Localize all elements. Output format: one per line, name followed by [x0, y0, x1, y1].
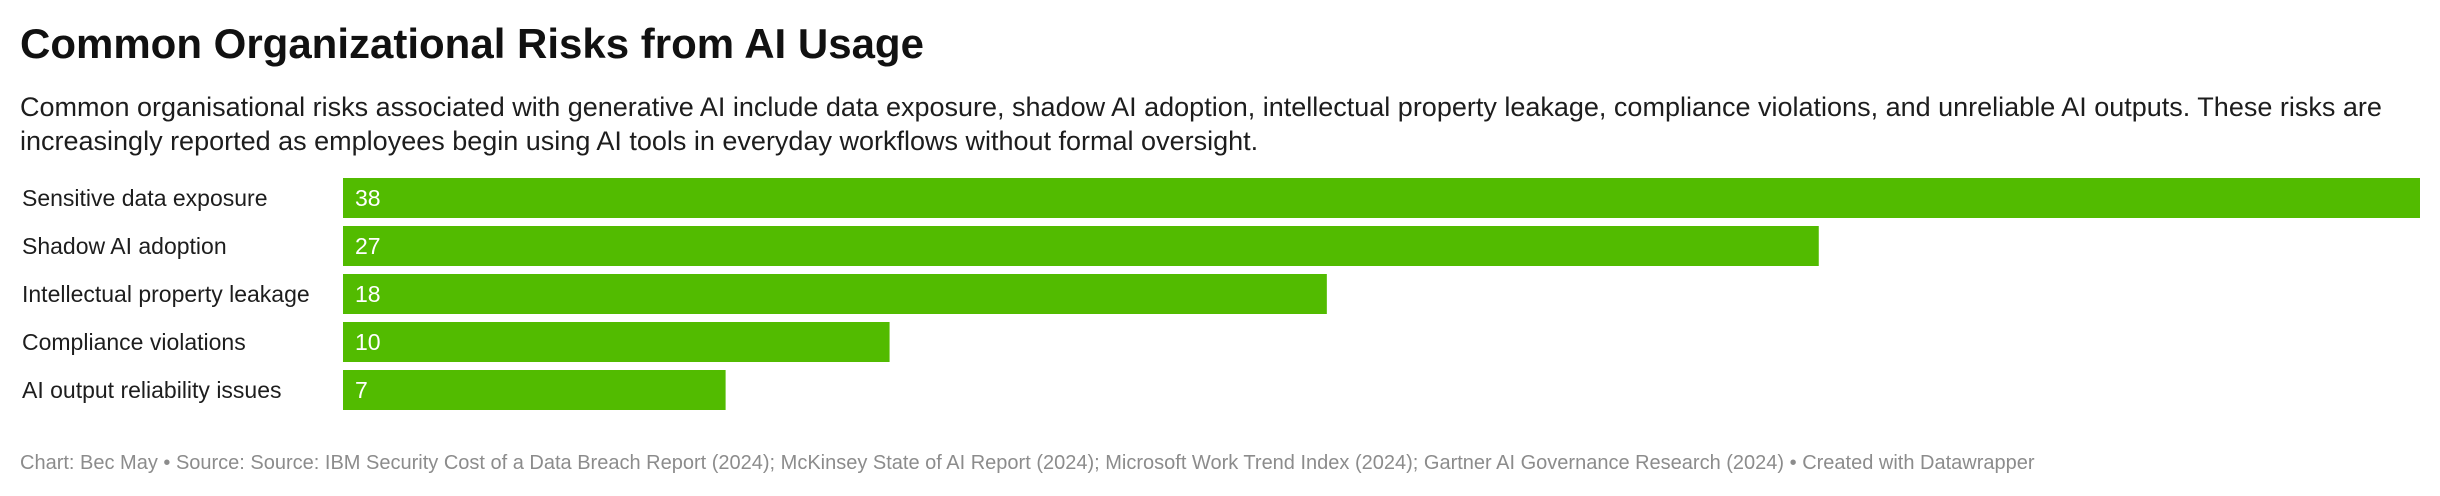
bar-compliance-violations — [343, 322, 890, 362]
category-label-shadow-ai-adoption: Shadow AI adoption — [22, 233, 227, 259]
chart-footer: Chart: Bec May • Source: Source: IBM Sec… — [20, 452, 2035, 474]
value-label-ai-output-reliability-issues: 7 — [355, 377, 368, 403]
chart-subtitle: Common organisational risks associated w… — [20, 92, 2382, 156]
chart-title: Common Organizational Risks from AI Usag… — [20, 20, 924, 67]
category-label-ai-output-reliability-issues: AI output reliability issues — [22, 377, 282, 403]
chart-header: Common Organizational Risks from AI Usag… — [20, 18, 2420, 158]
bar-ai-output-reliability-issues — [343, 370, 726, 410]
category-label-sensitive-data-exposure: Sensitive data exposure — [22, 185, 268, 211]
category-label-intellectual-property-leakage: Intellectual property leakage — [22, 281, 310, 307]
bar-chart: Sensitive data exposure 38 Shadow AI adopt… — [20, 178, 2420, 414]
value-label-compliance-violations: 10 — [355, 329, 381, 355]
bar-intellectual-property-leakage — [343, 274, 1327, 314]
category-label-compliance-violations: Compliance violations — [22, 329, 246, 355]
bar-chart-svg: Sensitive data exposure 38 Shadow AI adopt… — [22, 178, 2420, 410]
value-label-intellectual-property-leakage: 18 — [355, 281, 381, 307]
value-label-shadow-ai-adoption: 27 — [355, 233, 381, 259]
value-label-sensitive-data-exposure: 38 — [355, 185, 381, 211]
bar-sensitive-data-exposure — [343, 178, 2420, 218]
bar-shadow-ai-adoption — [343, 226, 1819, 266]
